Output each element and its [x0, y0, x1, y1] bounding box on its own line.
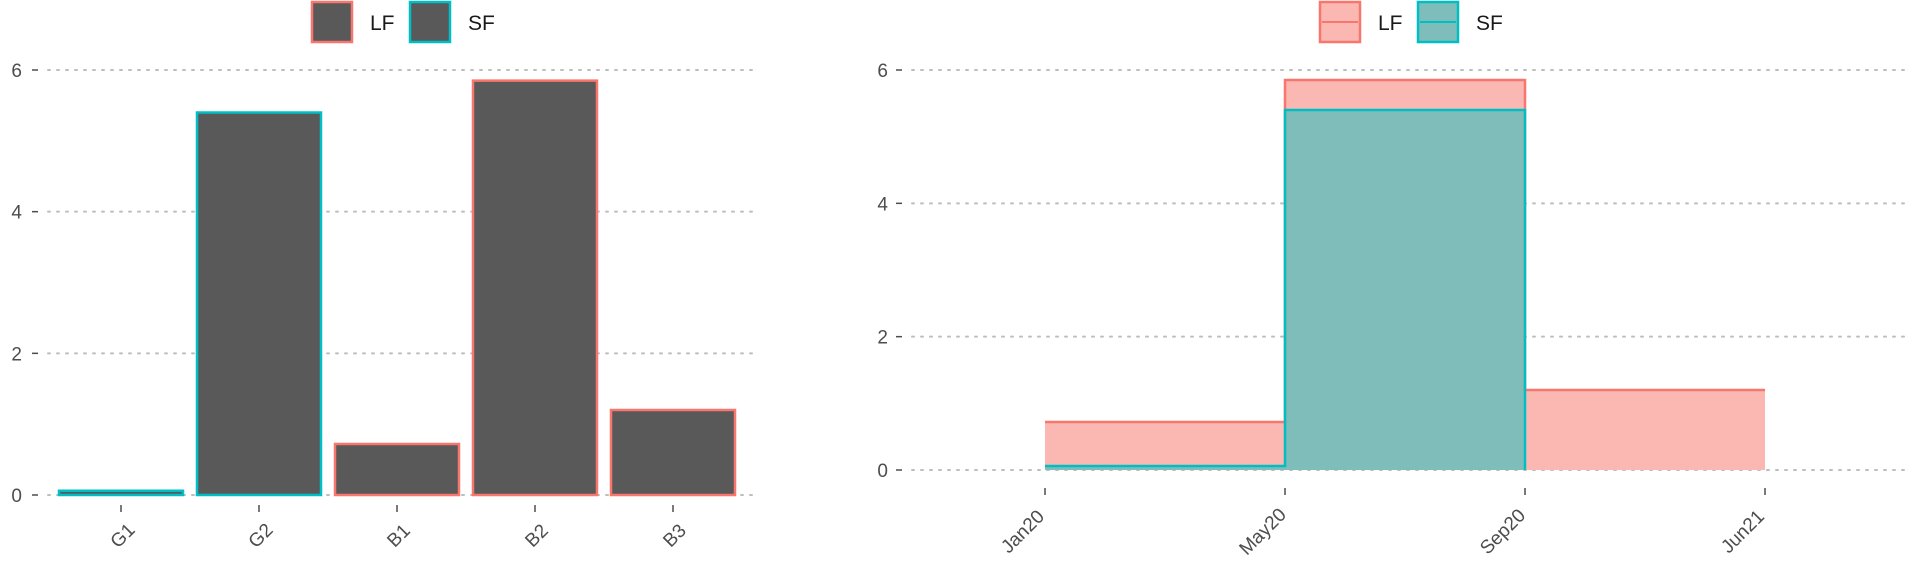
- x-tick-label: Jun21: [1717, 506, 1768, 557]
- x-tick-label: G1: [107, 520, 140, 553]
- legend-label-sf: SF: [1476, 12, 1503, 35]
- bar-G1: [57, 489, 185, 497]
- x-tick-label: Jan20: [997, 506, 1048, 557]
- legend-label-sf: SF: [468, 12, 495, 35]
- legend-key-lf: [310, 0, 354, 44]
- y-tick-label: 0: [11, 486, 22, 507]
- x-tick-label: B3: [659, 520, 690, 551]
- lf-step-line: [1045, 78, 1765, 424]
- y-tick-label: 6: [11, 61, 22, 82]
- y-tick-label: 0: [877, 461, 888, 482]
- sf-area-segment: [1045, 466, 1285, 470]
- legend-label-lf: LF: [1378, 12, 1403, 35]
- y-tick-label: 4: [11, 203, 22, 224]
- bar-G2: [195, 111, 323, 497]
- lf-area-segment: [1045, 422, 1285, 470]
- bar-B3: [609, 408, 737, 497]
- x-tick-label: B1: [383, 520, 414, 551]
- sf-area-segment: [1285, 110, 1525, 470]
- legend-key-sf: [408, 0, 452, 44]
- y-tick-label: 4: [877, 194, 888, 215]
- x-tick-label: G2: [245, 520, 278, 553]
- sf-step-line: [1045, 108, 1527, 470]
- x-tick-label: May20: [1236, 505, 1291, 560]
- lf-area-segment: [1525, 390, 1765, 470]
- bar-B2: [471, 79, 599, 497]
- y-tick-label: 2: [877, 328, 888, 349]
- bar-B1: [333, 442, 461, 497]
- legend-label-lf: LF: [370, 12, 395, 35]
- y-tick-label: 6: [877, 61, 888, 82]
- y-tick-label: 2: [11, 344, 22, 365]
- x-tick-label: B2: [521, 520, 552, 551]
- x-tick-label: Sep20: [1476, 505, 1530, 559]
